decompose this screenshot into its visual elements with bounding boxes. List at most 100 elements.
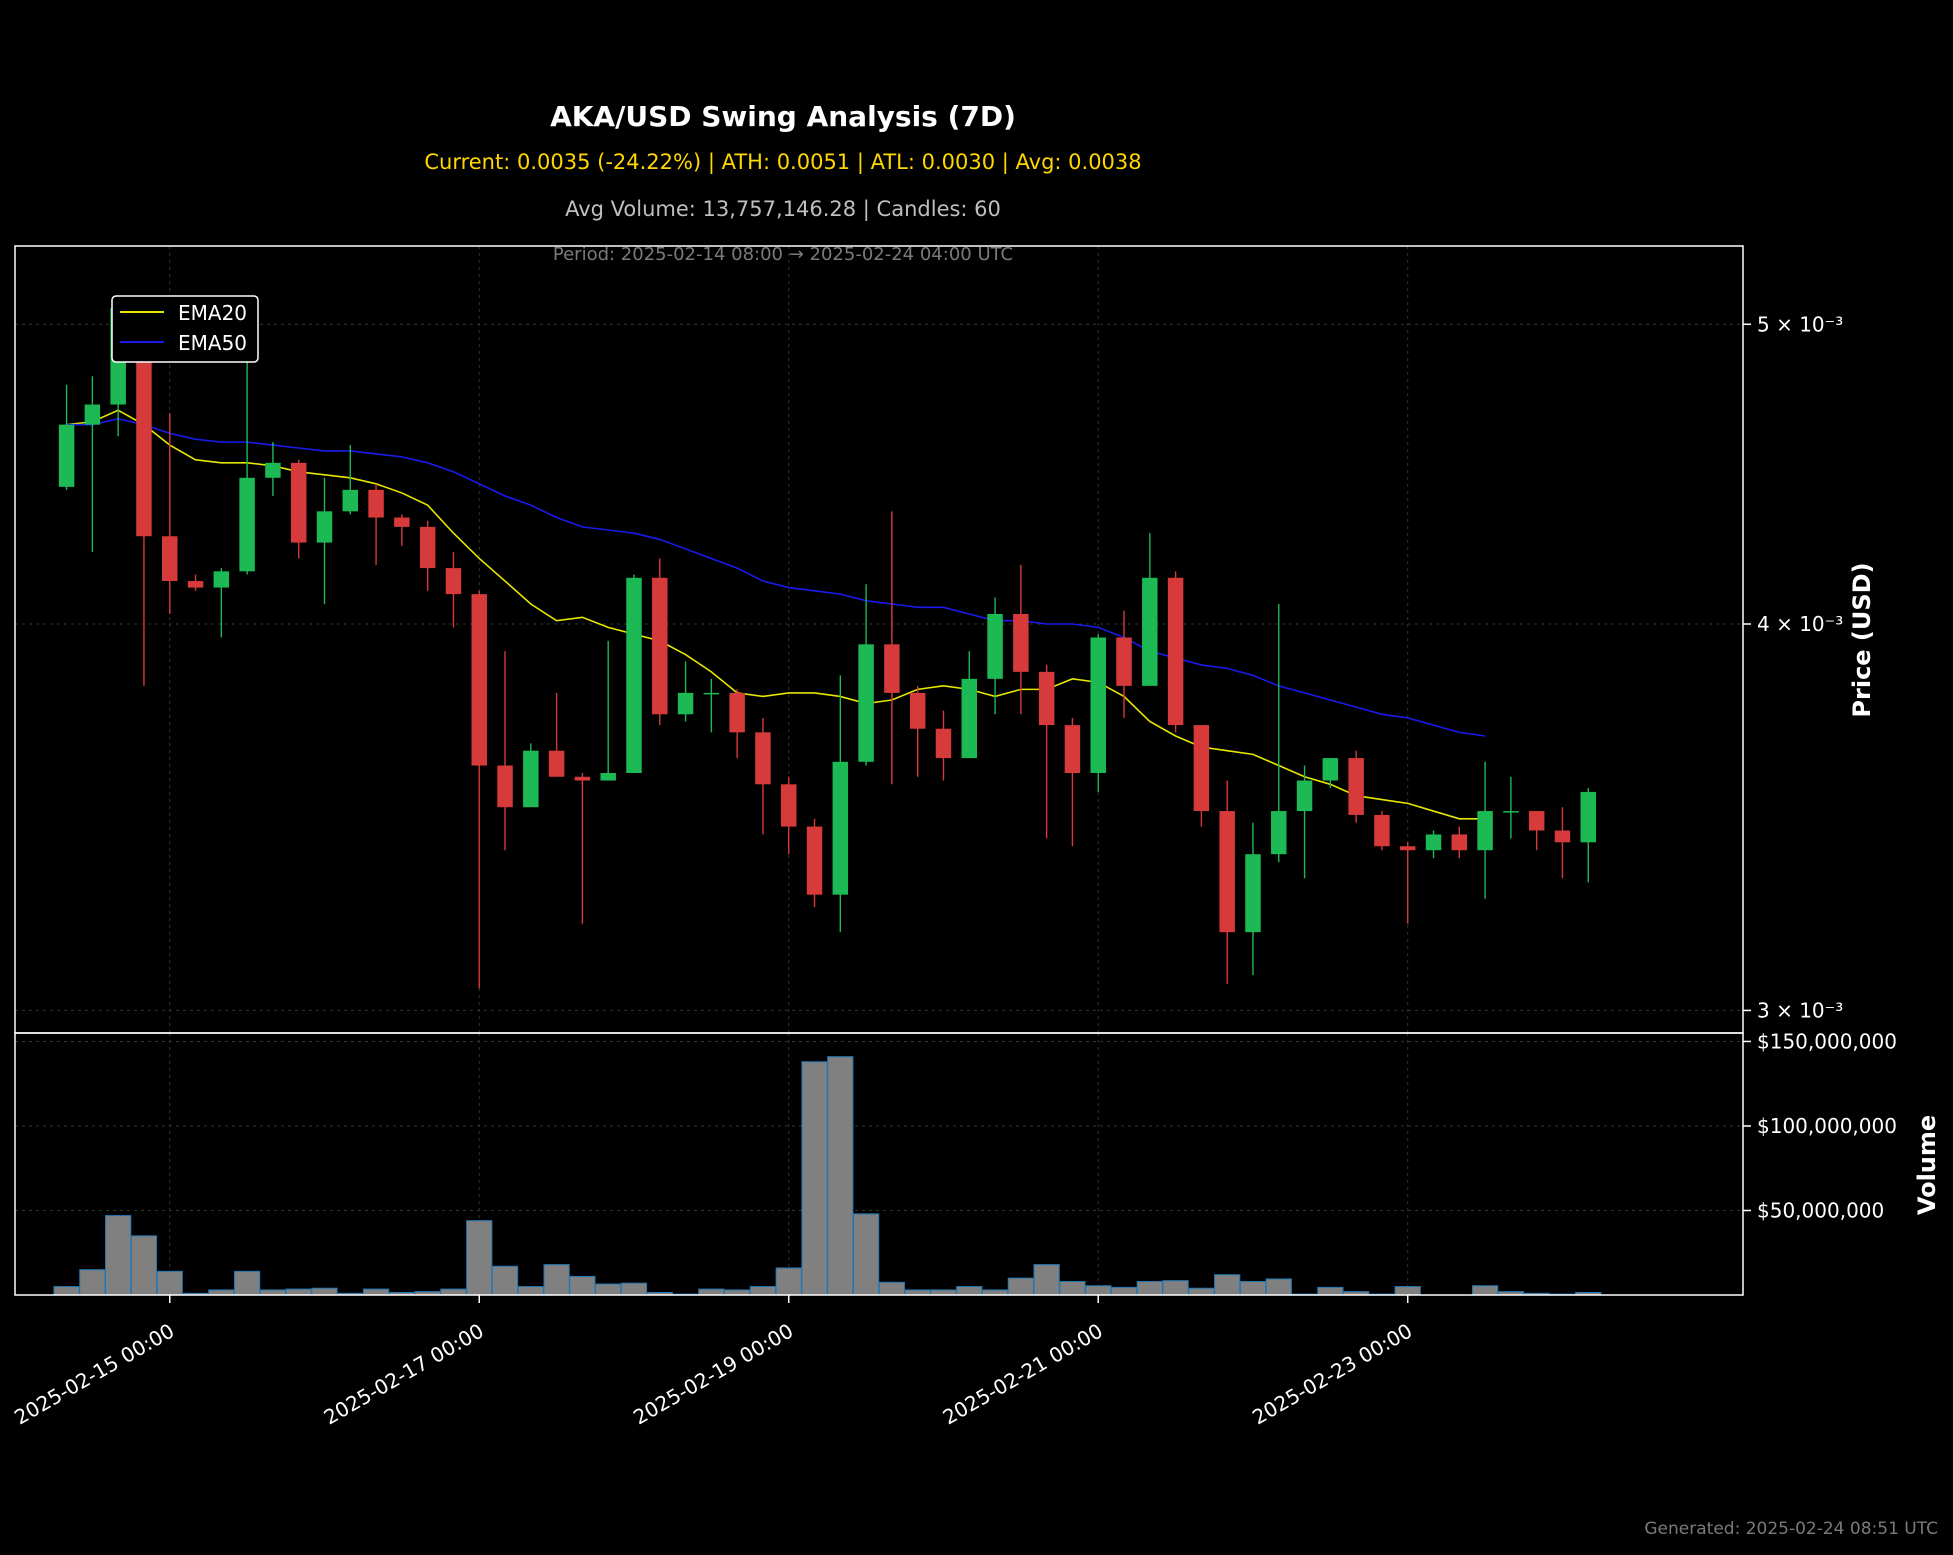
candle-down (445, 568, 462, 595)
volume-bar (595, 1283, 622, 1296)
candle-up (1580, 791, 1596, 843)
candle-up (703, 692, 720, 695)
candle-down (394, 517, 410, 527)
x-tick-label: 2025-02-17 00:00 (320, 1319, 488, 1430)
candle-down (1167, 577, 1184, 726)
legend-ema20-label: EMA20 (178, 301, 247, 325)
candle-down (368, 489, 384, 518)
candle-down (729, 692, 745, 733)
candle-up (239, 477, 255, 572)
candle-down (162, 536, 178, 582)
candle-up (1503, 811, 1519, 813)
candle-down (1116, 637, 1132, 686)
period-subtitle: Period: 2025-02-14 08:00 → 2025-02-24 04… (552, 244, 1014, 265)
price-tick-label: 3 × 10⁻³ (1757, 998, 1843, 1022)
volume-bar (981, 1289, 1009, 1296)
candle-down (884, 644, 900, 693)
candle-down (806, 826, 823, 895)
candle-up (1245, 854, 1261, 933)
volume-bar (1214, 1274, 1241, 1296)
volume-tick-label: $100,000,000 (1757, 1114, 1897, 1138)
x-tick-label: 2025-02-19 00:00 (629, 1319, 797, 1430)
volume-bar (1265, 1278, 1292, 1296)
candle-down (1219, 811, 1235, 933)
price-tick-label: 4 × 10⁻³ (1757, 612, 1843, 636)
candle-up (1322, 758, 1339, 781)
candle-up (832, 761, 849, 895)
volume-bars (53, 1056, 1602, 1296)
volume-axis-title: Volume (1913, 1115, 1941, 1215)
volume-tick-label: $150,000,000 (1757, 1029, 1897, 1053)
candle-down (1374, 814, 1390, 847)
volume-bar (79, 1269, 106, 1296)
volume-subtitle: Avg Volume: 13,757,146.28 | Candles: 60 (565, 197, 1001, 221)
chart-title: AKA/USD Swing Analysis (7D) (550, 100, 1016, 133)
price-panel-frame (14, 245, 1744, 1034)
candle-up (84, 404, 101, 425)
candle-down (755, 732, 771, 785)
volume-bar (724, 1289, 751, 1296)
volume-bar (775, 1267, 802, 1296)
generated-timestamp: Generated: 2025-02-24 08:51 UTC (1644, 1519, 1938, 1539)
candle-down (1013, 613, 1029, 672)
volume-bar (1239, 1280, 1267, 1296)
candle-down (187, 581, 204, 588)
volume-bar (827, 1056, 854, 1296)
volume-bar (801, 1061, 828, 1296)
candle-down (497, 765, 513, 808)
volume-bar (1162, 1280, 1189, 1296)
volume-bar (517, 1286, 544, 1296)
volume-bar (852, 1213, 880, 1296)
volume-bar (749, 1286, 777, 1296)
volume-bar (491, 1265, 519, 1296)
volume-bar (569, 1275, 596, 1296)
candle-up (1296, 780, 1313, 812)
volume-bar (208, 1289, 235, 1296)
price-tick-label: 5 × 10⁻³ (1757, 312, 1843, 336)
candle-up (316, 511, 333, 543)
candle-up (342, 489, 359, 512)
candle-down (780, 784, 797, 827)
candle-up (600, 773, 616, 781)
candle-down (1451, 834, 1468, 851)
volume-bar (1317, 1286, 1344, 1296)
volume-bar (1188, 1287, 1215, 1296)
legend-ema50-label: EMA50 (178, 331, 247, 355)
candle-down (909, 692, 926, 729)
volume-panel-frame (14, 1032, 1744, 1296)
candle-up (265, 462, 281, 478)
volume-bar (1059, 1280, 1086, 1296)
candles (58, 297, 1596, 989)
volume-bar (130, 1235, 158, 1296)
candle-up (626, 577, 642, 774)
volume-bar (311, 1287, 338, 1296)
volume-bar (904, 1289, 931, 1296)
candle-down (1399, 846, 1416, 851)
candle-up (961, 678, 978, 759)
volume-bar (1085, 1285, 1112, 1296)
ema50-line (66, 418, 1486, 737)
volume-bar (1007, 1277, 1034, 1296)
volume-bar (1033, 1264, 1060, 1296)
volume-bar (440, 1288, 467, 1296)
candle-up (523, 750, 539, 808)
candle-down (1038, 671, 1055, 726)
candle-down (1193, 725, 1210, 812)
volume-bar (930, 1289, 957, 1296)
candle-down (419, 526, 436, 569)
volume-tick-label: $50,000,000 (1757, 1198, 1884, 1222)
candle-up (58, 424, 75, 487)
stats-subtitle: Current: 0.0035 (-24.22%) | ATH: 0.0051 … (424, 150, 1142, 174)
x-tick-label: 2025-02-23 00:00 (1248, 1319, 1416, 1430)
candle-down (1348, 758, 1364, 815)
volume-bar (105, 1215, 132, 1296)
volume-bar (156, 1270, 183, 1296)
volume-bar (956, 1286, 983, 1296)
volume-bar (543, 1264, 570, 1296)
candle-down (290, 462, 307, 543)
volume-bar (362, 1288, 390, 1296)
volume-bar (1471, 1285, 1499, 1296)
candle-down (471, 594, 487, 766)
candle-up (858, 644, 874, 762)
